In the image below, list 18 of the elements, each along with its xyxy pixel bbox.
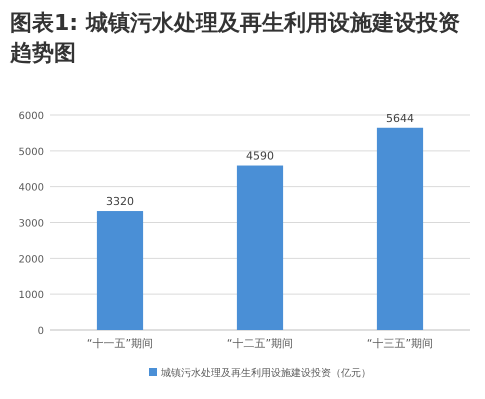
bar bbox=[376, 128, 424, 330]
bar bbox=[96, 211, 144, 330]
y-tick-label: 5000 bbox=[18, 146, 44, 158]
data-label: 4590 bbox=[246, 150, 274, 163]
y-tick-label: 6000 bbox=[18, 111, 44, 122]
x-tick-label: “十二五”期间 bbox=[226, 337, 294, 350]
bar bbox=[236, 166, 284, 330]
y-tick-label: 2000 bbox=[18, 254, 44, 266]
x-tick-label: “十一五”期间 bbox=[86, 337, 154, 350]
data-label: 5644 bbox=[386, 112, 414, 125]
x-tick-label: “十三五”期间 bbox=[366, 337, 434, 350]
y-tick-label: 4000 bbox=[18, 182, 44, 194]
y-tick-label: 1000 bbox=[18, 290, 44, 302]
chart-title: 图表1: 城镇污水处理及再生利用设施建设投资趋势图 bbox=[9, 11, 460, 66]
y-tick-label: 3000 bbox=[18, 218, 44, 230]
legend-label: 城镇污水处理及再生利用设施建设投资（亿元） bbox=[160, 367, 371, 379]
data-label: 3320 bbox=[106, 195, 134, 208]
y-tick-label: 0 bbox=[38, 326, 44, 337]
